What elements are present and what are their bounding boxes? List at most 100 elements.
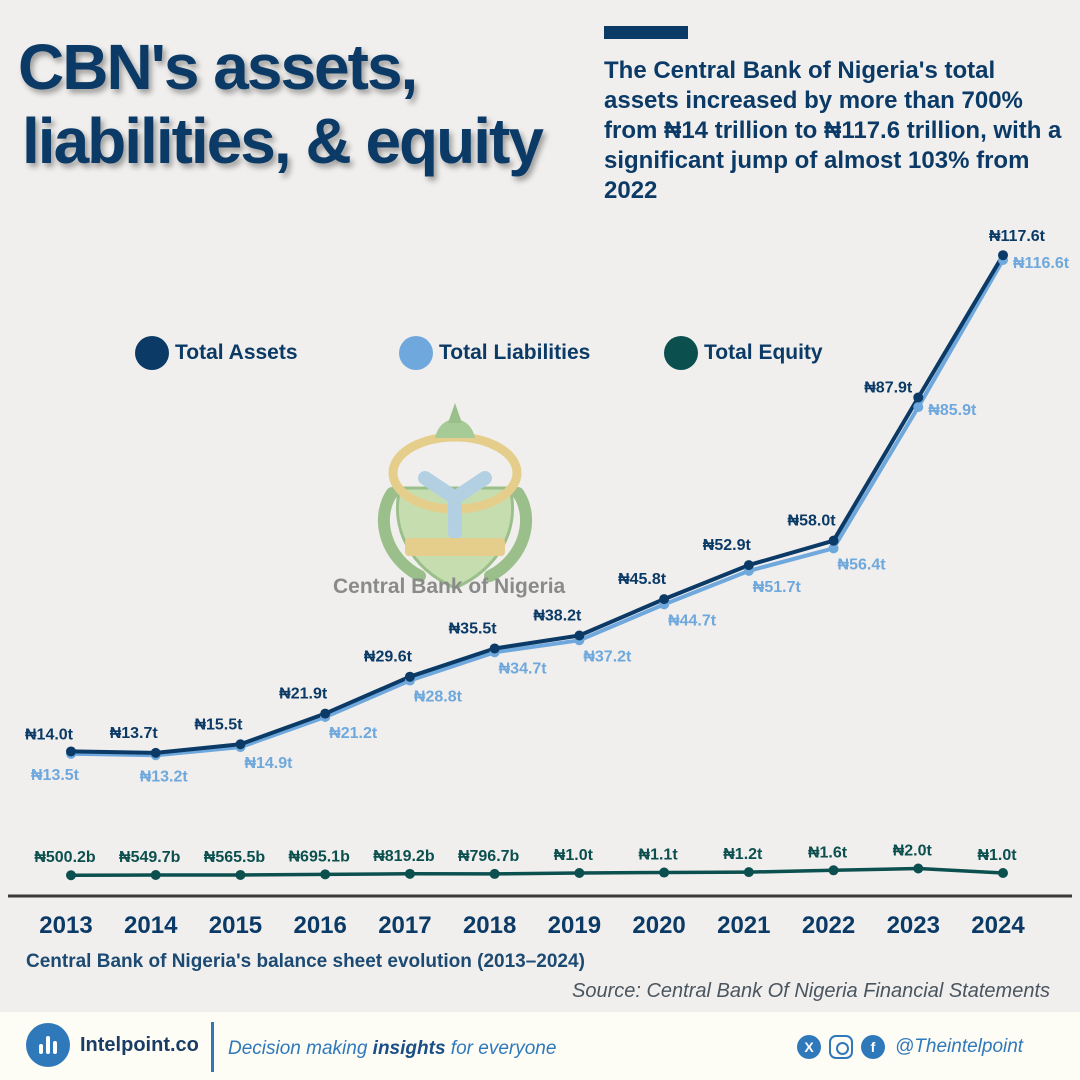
logo-text: Central Bank of Nigeria xyxy=(333,575,566,598)
title-line-1: CBN's assets, xyxy=(18,31,418,103)
data-label-liabilities-2019: ₦37.2t xyxy=(583,648,632,665)
cbn-seal-icon xyxy=(378,403,532,590)
data-label-assets-2013: ₦14.0t xyxy=(25,726,74,743)
social-links: X f @Theintelpoint xyxy=(797,1035,1023,1059)
point-equity-2023 xyxy=(913,863,924,874)
point-equity-2013 xyxy=(66,870,76,881)
point-equity-2018 xyxy=(489,868,500,879)
data-label-liabilities-2020: ₦44.7t xyxy=(668,612,717,629)
point-equity-2022 xyxy=(828,865,839,876)
instagram-icon[interactable] xyxy=(829,1035,853,1059)
data-label-liabilities-2024: ₦116.6t xyxy=(1013,255,1070,272)
data-label-assets-2015: ₦15.5t xyxy=(194,716,243,733)
data-label-assets-2014: ₦13.7t xyxy=(110,725,159,742)
legend-total-liabilities: Total Liabilities xyxy=(399,336,590,370)
point-assets-2019 xyxy=(574,630,585,641)
point-assets-2024 xyxy=(998,250,1008,261)
bar-chart-icon xyxy=(26,1023,70,1067)
page-title: CBN's assets, liabilities, & equity xyxy=(18,30,578,178)
x-tick-2022: 2022 xyxy=(802,912,855,939)
point-equity-2016 xyxy=(320,869,331,880)
point-assets-2016 xyxy=(320,708,331,719)
data-label-liabilities-2023: ₦85.9t xyxy=(928,402,977,419)
data-label-equity-2021: ₦1.2t xyxy=(723,846,763,863)
point-liabilities-2023 xyxy=(913,402,924,413)
legend-dot-liabilities xyxy=(399,336,433,370)
data-label-equity-2022: ₦1.6t xyxy=(808,844,848,861)
data-label-assets-2024: ₦117.6t xyxy=(989,228,1046,245)
x-tick-2016: 2016 xyxy=(293,912,346,939)
source-note: Source: Central Bank Of Nigeria Financia… xyxy=(572,980,1050,1002)
data-label-liabilities-2014: ₦13.2t xyxy=(140,768,189,785)
social-handle[interactable]: @Theintelpoint xyxy=(895,1036,1024,1057)
point-equity-2020 xyxy=(659,867,670,878)
point-assets-2021 xyxy=(743,560,754,571)
x-tick-2015: 2015 xyxy=(209,912,262,939)
facebook-icon[interactable]: f xyxy=(861,1035,885,1059)
point-assets-2017 xyxy=(404,671,415,682)
point-assets-2020 xyxy=(659,594,670,605)
point-equity-2021 xyxy=(743,867,754,878)
data-label-assets-2016: ₦21.9t xyxy=(279,686,328,703)
point-equity-2015 xyxy=(235,869,246,880)
data-label-equity-2024: ₦1.0t xyxy=(977,847,1017,864)
x-icon[interactable]: X xyxy=(797,1035,821,1059)
x-tick-2023: 2023 xyxy=(887,912,940,939)
data-label-assets-2022: ₦58.0t xyxy=(788,513,837,530)
data-label-equity-2018: ₦796.7b xyxy=(458,848,520,865)
x-tick-2018: 2018 xyxy=(463,912,516,939)
legend-total-assets: Total Assets xyxy=(135,336,298,370)
series-line-assets xyxy=(70,254,1005,755)
footer-divider xyxy=(211,1022,214,1072)
data-label-liabilities-2018: ₦34.7t xyxy=(499,660,548,677)
data-label-assets-2019: ₦38.2t xyxy=(533,608,582,625)
data-label-liabilities-2013: ₦13.5t xyxy=(31,767,80,784)
tagline: Decision making insights for everyone xyxy=(228,1038,557,1059)
title-line-2: liabilities, & equity xyxy=(22,105,544,177)
x-tick-2013: 2013 xyxy=(39,912,92,939)
point-equity-2024 xyxy=(998,868,1008,878)
data-label-assets-2021: ₦52.9t xyxy=(703,537,752,554)
series-line-liabilities xyxy=(70,259,1005,758)
data-label-assets-2018: ₦35.5t xyxy=(449,620,498,637)
data-label-liabilities-2021: ₦51.7t xyxy=(753,579,802,596)
point-assets-2023 xyxy=(913,392,924,403)
data-label-liabilities-2017: ₦28.8t xyxy=(414,689,463,706)
data-label-liabilities-2016: ₦21.2t xyxy=(329,725,378,742)
legend-total-equity: Total Equity xyxy=(664,336,823,370)
legend-dot-equity xyxy=(664,336,698,370)
x-tick-2021: 2021 xyxy=(717,912,770,939)
series-line-equity xyxy=(70,866,1004,877)
chart-caption: Central Bank of Nigeria's balance sheet … xyxy=(26,951,585,972)
x-tick-2019: 2019 xyxy=(548,912,601,939)
legend-label-equity: Total Equity xyxy=(704,341,823,364)
subtitle: The Central Bank of Nigeria's total asse… xyxy=(604,57,1062,204)
line-chart: ₦14.0t ₦13.7t ₦15.5t ₦21.9t ₦29.6t ₦35.5t ₦38.… xyxy=(8,228,1072,939)
data-label-equity-2019: ₦1.0t xyxy=(554,847,594,864)
data-label-equity-2013: ₦500.2b xyxy=(34,849,96,866)
data-label-liabilities-2015: ₦14.9t xyxy=(244,755,293,772)
point-assets-2014 xyxy=(150,747,161,758)
point-equity-2014 xyxy=(150,870,161,881)
footer: Intelpoint.co Decision making insights f… xyxy=(0,1012,1080,1080)
data-label-equity-2014: ₦549.7b xyxy=(119,849,181,866)
point-equity-2017 xyxy=(404,868,415,879)
legend-dot-assets xyxy=(135,336,169,370)
accent-bar xyxy=(604,26,688,39)
x-tick-2017: 2017 xyxy=(378,912,431,939)
legend-label-assets: Total Assets xyxy=(175,341,298,364)
data-label-equity-2016: ₦695.1b xyxy=(288,848,350,865)
data-label-equity-2017: ₦819.2b xyxy=(373,848,435,865)
data-label-assets-2020: ₦45.8t xyxy=(618,571,667,588)
data-label-assets-2023: ₦87.9t xyxy=(864,379,913,396)
point-assets-2013 xyxy=(66,746,76,757)
x-tick-2024: 2024 xyxy=(971,912,1025,939)
data-label-assets-2017: ₦29.6t xyxy=(364,649,413,666)
brand-name: Intelpoint.co xyxy=(80,1034,199,1056)
x-tick-2014: 2014 xyxy=(124,912,178,939)
point-liabilities-2022 xyxy=(828,543,839,554)
data-label-equity-2015: ₦565.5b xyxy=(204,849,266,866)
data-label-equity-2020: ₦1.1t xyxy=(639,847,679,864)
point-assets-2022 xyxy=(828,535,839,546)
legend-label-liabilities: Total Liabilities xyxy=(439,341,591,364)
